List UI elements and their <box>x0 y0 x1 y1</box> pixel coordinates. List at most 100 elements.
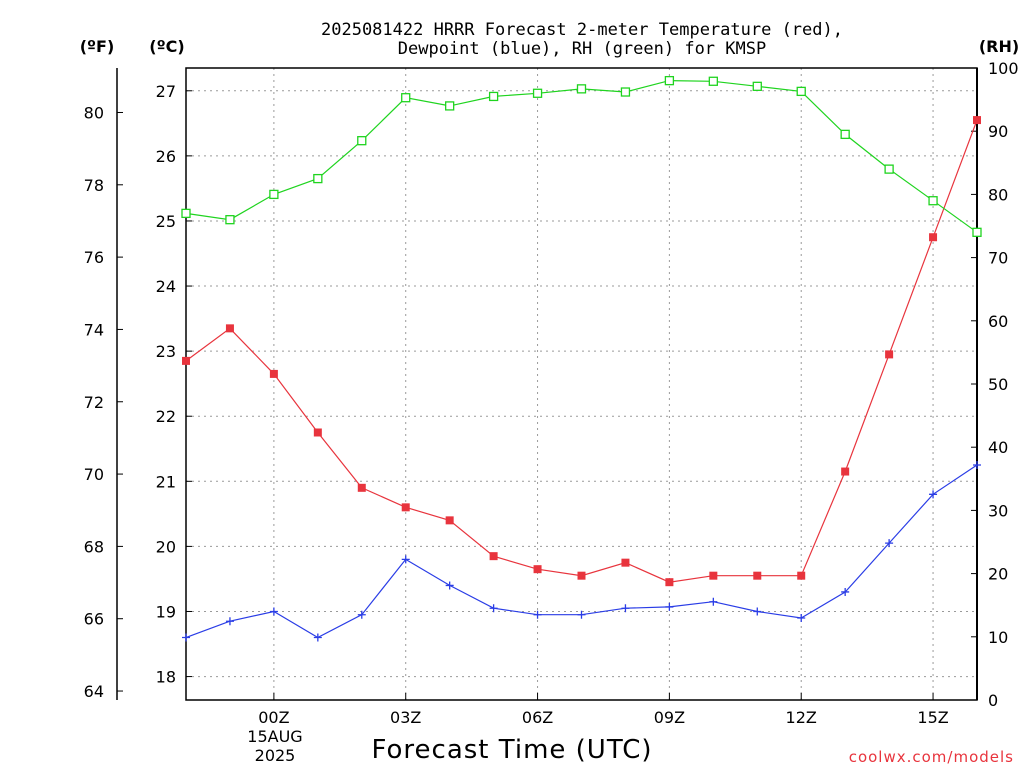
temperature-series <box>182 116 981 587</box>
dewpoint-point <box>225 617 234 626</box>
temperature-point <box>885 350 894 359</box>
dewpoint-point <box>885 539 894 548</box>
dewpoint-point <box>621 604 630 613</box>
fahrenheit-tick-label: 78 <box>84 176 104 195</box>
fahrenheit-tick-label: 66 <box>84 610 104 629</box>
x-tick-label: 00Z <box>258 708 289 727</box>
x-tick-label: 09Z <box>654 708 685 727</box>
rh-tick-label: 40 <box>988 438 1008 457</box>
dewpoint-point <box>577 610 586 619</box>
x-tick-label: 12Z <box>786 708 817 727</box>
rh-tick-label: 70 <box>988 249 1008 268</box>
fahrenheit-tick-label: 80 <box>84 103 104 122</box>
temperature-point <box>357 483 366 492</box>
temperature-point <box>621 558 630 567</box>
title-line-1: 2025081422 HRRR Forecast 2-meter Tempera… <box>321 20 843 40</box>
rh-point <box>401 93 411 103</box>
rh-tick-label: 0 <box>988 691 998 710</box>
x-tick-label: 03Z <box>390 708 421 727</box>
dewpoint-point <box>709 597 718 606</box>
temperature-point <box>313 428 322 437</box>
plot-frame <box>185 67 978 701</box>
temperature-point <box>445 516 454 525</box>
celsius-tick-label: 27 <box>156 82 176 101</box>
temperature-point <box>665 578 674 587</box>
grid-lines <box>186 68 977 700</box>
temperature-point <box>533 565 542 574</box>
fahrenheit-unit-label: (ºF) <box>80 37 115 56</box>
x-axis: 15AUG 2025 00Z 03Z 06Z 09Z 12Z 15Z <box>247 693 949 765</box>
rh-point <box>269 189 279 200</box>
dewpoint-point <box>401 555 410 564</box>
x-tick-label: 06Z <box>522 708 553 727</box>
rh-point <box>181 208 191 219</box>
rh-tick-label: 90 <box>988 122 1008 141</box>
dewpoint-point <box>665 602 674 611</box>
celsius-tick-label: 18 <box>156 668 176 687</box>
dewpoint-point <box>973 461 981 470</box>
x-date-line-1: 15AUG <box>247 727 302 746</box>
rh-tick-label: 60 <box>988 312 1008 331</box>
dewpoint-point <box>269 607 278 616</box>
celsius-tick-label: 20 <box>156 537 176 556</box>
temperature-point <box>182 356 190 365</box>
celsius-tick-label: 21 <box>156 472 176 491</box>
rh-point <box>884 164 894 174</box>
rh-point <box>357 136 367 146</box>
temperature-point <box>225 324 234 333</box>
dewpoint-point <box>182 633 190 642</box>
rh-unit-label: (RH) <box>979 37 1019 56</box>
rh-point <box>576 84 587 94</box>
x-date-line-2: 2025 <box>255 746 296 765</box>
fahrenheit-tick-label: 74 <box>84 320 104 339</box>
rh-axis: 0 10 20 30 40 50 60 70 80 90 100 <box>971 59 1019 710</box>
x-axis-label: Forecast Time (UTC) <box>371 735 652 765</box>
temperature-point <box>269 369 278 378</box>
x-tick-label: 15Z <box>917 708 948 727</box>
celsius-axis: 18 19 20 21 22 23 24 25 26 27 <box>156 82 192 687</box>
dewpoint-point <box>489 604 498 613</box>
celsius-tick-label: 19 <box>156 602 176 621</box>
dewpoint-point <box>533 610 542 619</box>
fahrenheit-tick-label: 68 <box>84 537 104 556</box>
rh-series <box>181 75 982 237</box>
rh-point <box>752 81 762 91</box>
dewpoint-point <box>445 581 454 590</box>
dewpoint-series <box>182 461 981 642</box>
rh-tick-label: 80 <box>988 185 1008 204</box>
rh-tick-label: 50 <box>988 375 1008 394</box>
celsius-unit-label: (ºC) <box>149 37 184 56</box>
rh-tick-label: 10 <box>988 628 1008 647</box>
rh-point <box>488 91 499 102</box>
celsius-tick-label: 24 <box>156 277 176 296</box>
rh-point <box>313 173 323 184</box>
dewpoint-point <box>841 587 850 596</box>
rh-point <box>620 87 631 97</box>
rh-point <box>708 76 718 86</box>
temperature-point <box>973 116 981 125</box>
rh-tick-label: 100 <box>988 59 1019 78</box>
celsius-tick-label: 23 <box>156 342 176 361</box>
rh-point <box>225 215 235 225</box>
series-layer <box>181 75 982 642</box>
rh-point <box>972 227 982 237</box>
dewpoint-point <box>929 490 938 499</box>
rh-tick-label: 30 <box>988 501 1008 520</box>
dewpoint-point <box>753 607 762 616</box>
temperature-point <box>929 233 938 242</box>
temperature-point <box>753 571 762 580</box>
celsius-tick-label: 25 <box>156 212 176 231</box>
fahrenheit-tick-label: 72 <box>84 393 104 412</box>
fahrenheit-axis: 64 66 68 70 72 74 76 78 80 <box>84 103 123 701</box>
temperature-point <box>797 571 806 580</box>
temperature-point <box>577 571 586 580</box>
rh-line <box>185 79 978 233</box>
rh-point <box>532 88 543 98</box>
rh-tick-label: 20 <box>988 565 1008 584</box>
temperature-point <box>489 552 498 561</box>
celsius-tick-label: 22 <box>156 407 176 426</box>
celsius-tick-label: 26 <box>156 147 176 166</box>
credit-text: coolwx.com/models <box>849 748 1014 766</box>
rh-point <box>445 101 455 111</box>
